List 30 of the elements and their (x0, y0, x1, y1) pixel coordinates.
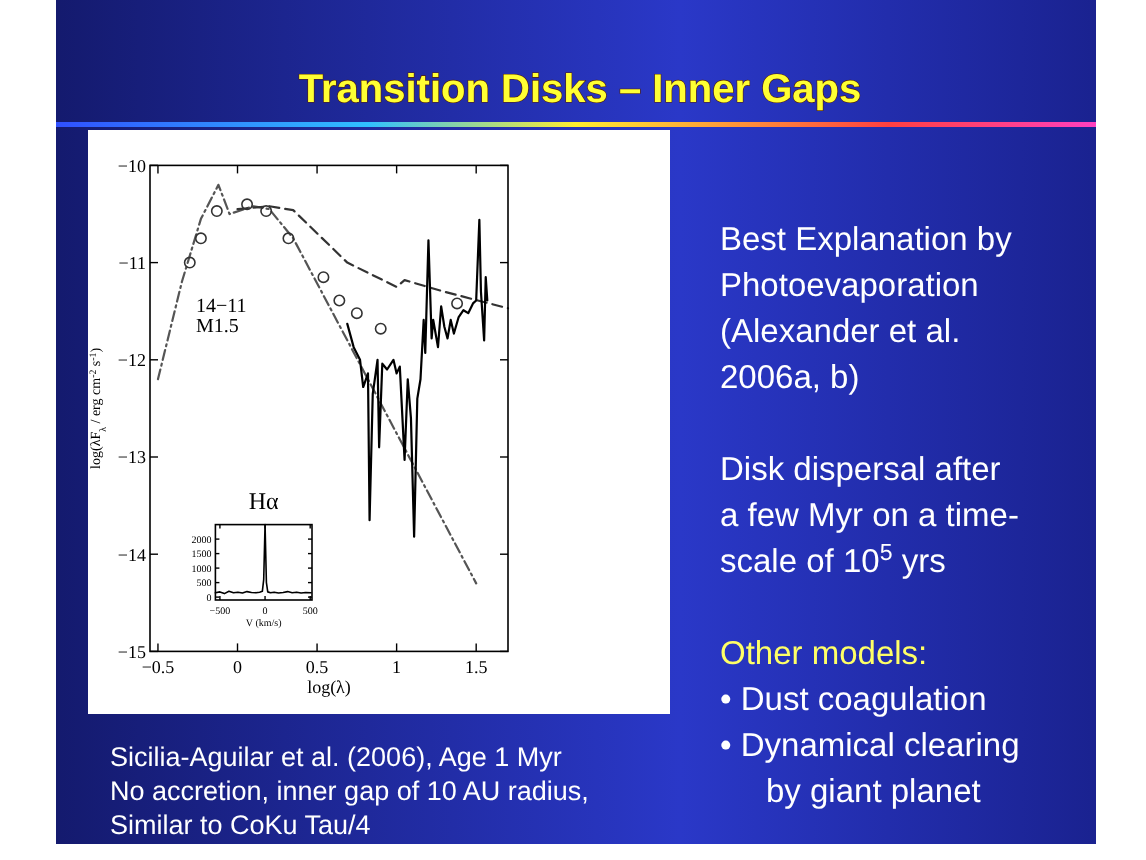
y-tick-label: −14 (117, 544, 147, 565)
text: Disk dispersal after (720, 452, 1002, 488)
x-tick-label: 1 (392, 657, 402, 678)
text: Transition Disks – Inner Gaps (298, 68, 862, 112)
x-axis-title: log(λ) (307, 677, 351, 698)
text: a few Myr on a time- (720, 498, 1019, 534)
annotation: 14−11 (196, 296, 247, 318)
y-tick-label: −12 (117, 350, 146, 371)
x-tick-label: 0 (233, 657, 244, 678)
y-tick-label: −13 (117, 447, 147, 468)
x-tick-label: 1.5 (464, 657, 489, 678)
text: Best Explanation by (720, 222, 1014, 258)
y-tick-label: −11 (118, 252, 146, 273)
text: Similar to CoKu Tau/4 (110, 810, 372, 840)
text: • Dynamical clearing (720, 728, 1020, 764)
text: scale of 10$^{5}$ yrs (720, 542, 946, 580)
y-tick-label: −15 (117, 641, 147, 662)
text: No accretion, inner gap of 10 AU radius, (110, 776, 589, 806)
text: Other models: (720, 636, 928, 672)
x-tick-label: −0.5 (141, 657, 176, 678)
text: Photoevaporation (720, 268, 979, 304)
chart-title: Hα (248, 486, 281, 515)
text: 2006a, b) (720, 360, 860, 396)
annotation: M1.5 (196, 316, 239, 338)
text: (Alexander et al. (720, 314, 961, 350)
y-tick-label: −10 (117, 155, 147, 176)
text: by giant planet (766, 774, 982, 810)
x-tick-label: 0.5 (305, 657, 330, 678)
text: Sicilia-Aguilar et al. (2006), Age 1 Myr (110, 742, 563, 772)
text: • Dust coagulation (720, 682, 987, 718)
